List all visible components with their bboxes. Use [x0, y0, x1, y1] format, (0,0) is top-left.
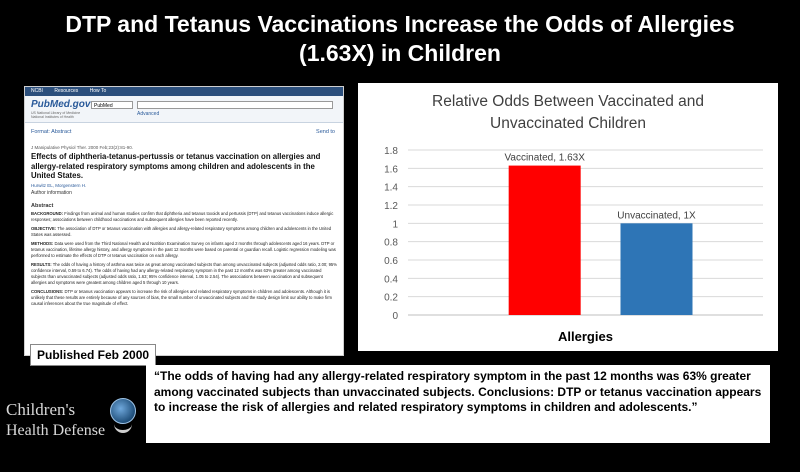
globe-icon [110, 398, 136, 424]
pubmed-logo-subtitle: US National Library of Medicine National… [31, 111, 81, 119]
data-label-vaccinated: Vaccinated, 1.63X [504, 153, 585, 164]
database-select: PubMed [91, 101, 133, 109]
abstract-body: BACKGROUND: Findings from animal and hum… [31, 211, 337, 310]
y-tick-label: 1.8 [384, 146, 398, 157]
y-tick-label: 1.2 [384, 201, 398, 212]
slide-title: DTP and Tetanus Vaccinations Increase th… [0, 10, 800, 68]
pubmed-logo: PubMed.gov [31, 99, 91, 110]
article-heading: Effects of diphtheria-tetanus-pertussis … [31, 152, 321, 180]
slide-title-line2: (1.63X) in Children [299, 40, 501, 66]
slide-title-line1: DTP and Tetanus Vaccinations Increase th… [65, 11, 735, 37]
bar-chart: Relative Odds Between Vaccinated and Unv… [358, 83, 778, 351]
chart-plot: 0 0.2 0.4 0.6 0.8 1 1.2 1.4 1.6 1.8 Vaccinated, 1.… [384, 146, 763, 344]
pubmed-topbar: NCBI Resources How To [25, 87, 343, 96]
childrens-health-defense-logo: Children's Health Defense [4, 398, 140, 444]
y-tick-label: 1 [392, 219, 398, 230]
quote-box: “The odds of having had any allergy-rela… [146, 365, 770, 443]
abstract-paragraph: CONCLUSIONS: DTP or tetanus vaccination … [31, 289, 332, 306]
search-input [137, 101, 333, 109]
bar-unvaccinated [620, 223, 693, 315]
chart-title-line1: Relative Odds Between Vaccinated and [432, 93, 704, 110]
y-tick-label: 0.2 [384, 293, 398, 304]
logo-text-line2: Health Defense [6, 422, 106, 439]
topbar-item: How To [89, 88, 107, 94]
abstract-paragraph: OBJECTIVE: The association of DTP or tet… [31, 226, 332, 237]
y-tick-label: 0 [392, 311, 398, 322]
published-label: Published Feb 2000 [30, 344, 157, 366]
y-tick-label: 0.4 [384, 274, 398, 285]
citation: J Manipulative Physiol Ther. 2000 Feb;23… [31, 145, 133, 150]
pubmed-article-screenshot: NCBI Resources How To PubMed.gov US Nati… [24, 86, 344, 356]
abstract-paragraph: BACKGROUND: Findings from animal and hum… [31, 211, 334, 222]
topbar-item: NCBI [31, 88, 43, 94]
abstract-paragraph: METHODS: Data were used from the Third N… [31, 241, 336, 258]
y-tick-label: 1.6 [384, 164, 398, 175]
chart-title-line2: Unvaccinated Children [490, 115, 646, 132]
abstract-label: Abstract [31, 203, 54, 209]
data-label-unvaccinated: Unvaccinated, 1X [617, 210, 696, 221]
format-label: Format: Abstract [31, 129, 72, 135]
send-to-link: Send to [316, 129, 335, 135]
topbar-item: Resources [54, 88, 79, 94]
logo-text-line1: Children's [6, 400, 76, 419]
article-authors: Hurwitz EL, Morgenstern H. [31, 183, 87, 188]
chart-title: Relative Odds Between Vaccinated and Unv… [358, 91, 778, 135]
x-axis-label: Allergies [558, 329, 613, 344]
y-tick-label: 0.6 [384, 256, 398, 267]
pubmed-header: PubMed.gov US National Library of Medici… [25, 96, 343, 123]
y-tick-label: 0.8 [384, 238, 398, 249]
bar-vaccinated [508, 165, 581, 315]
y-tick-label: 1.4 [384, 183, 398, 194]
advanced-link: Advanced [137, 111, 160, 117]
abstract-paragraph: RESULTS: The odds of having a history of… [31, 262, 337, 285]
hands-icon [114, 422, 132, 433]
author-information: Author information [31, 190, 72, 196]
